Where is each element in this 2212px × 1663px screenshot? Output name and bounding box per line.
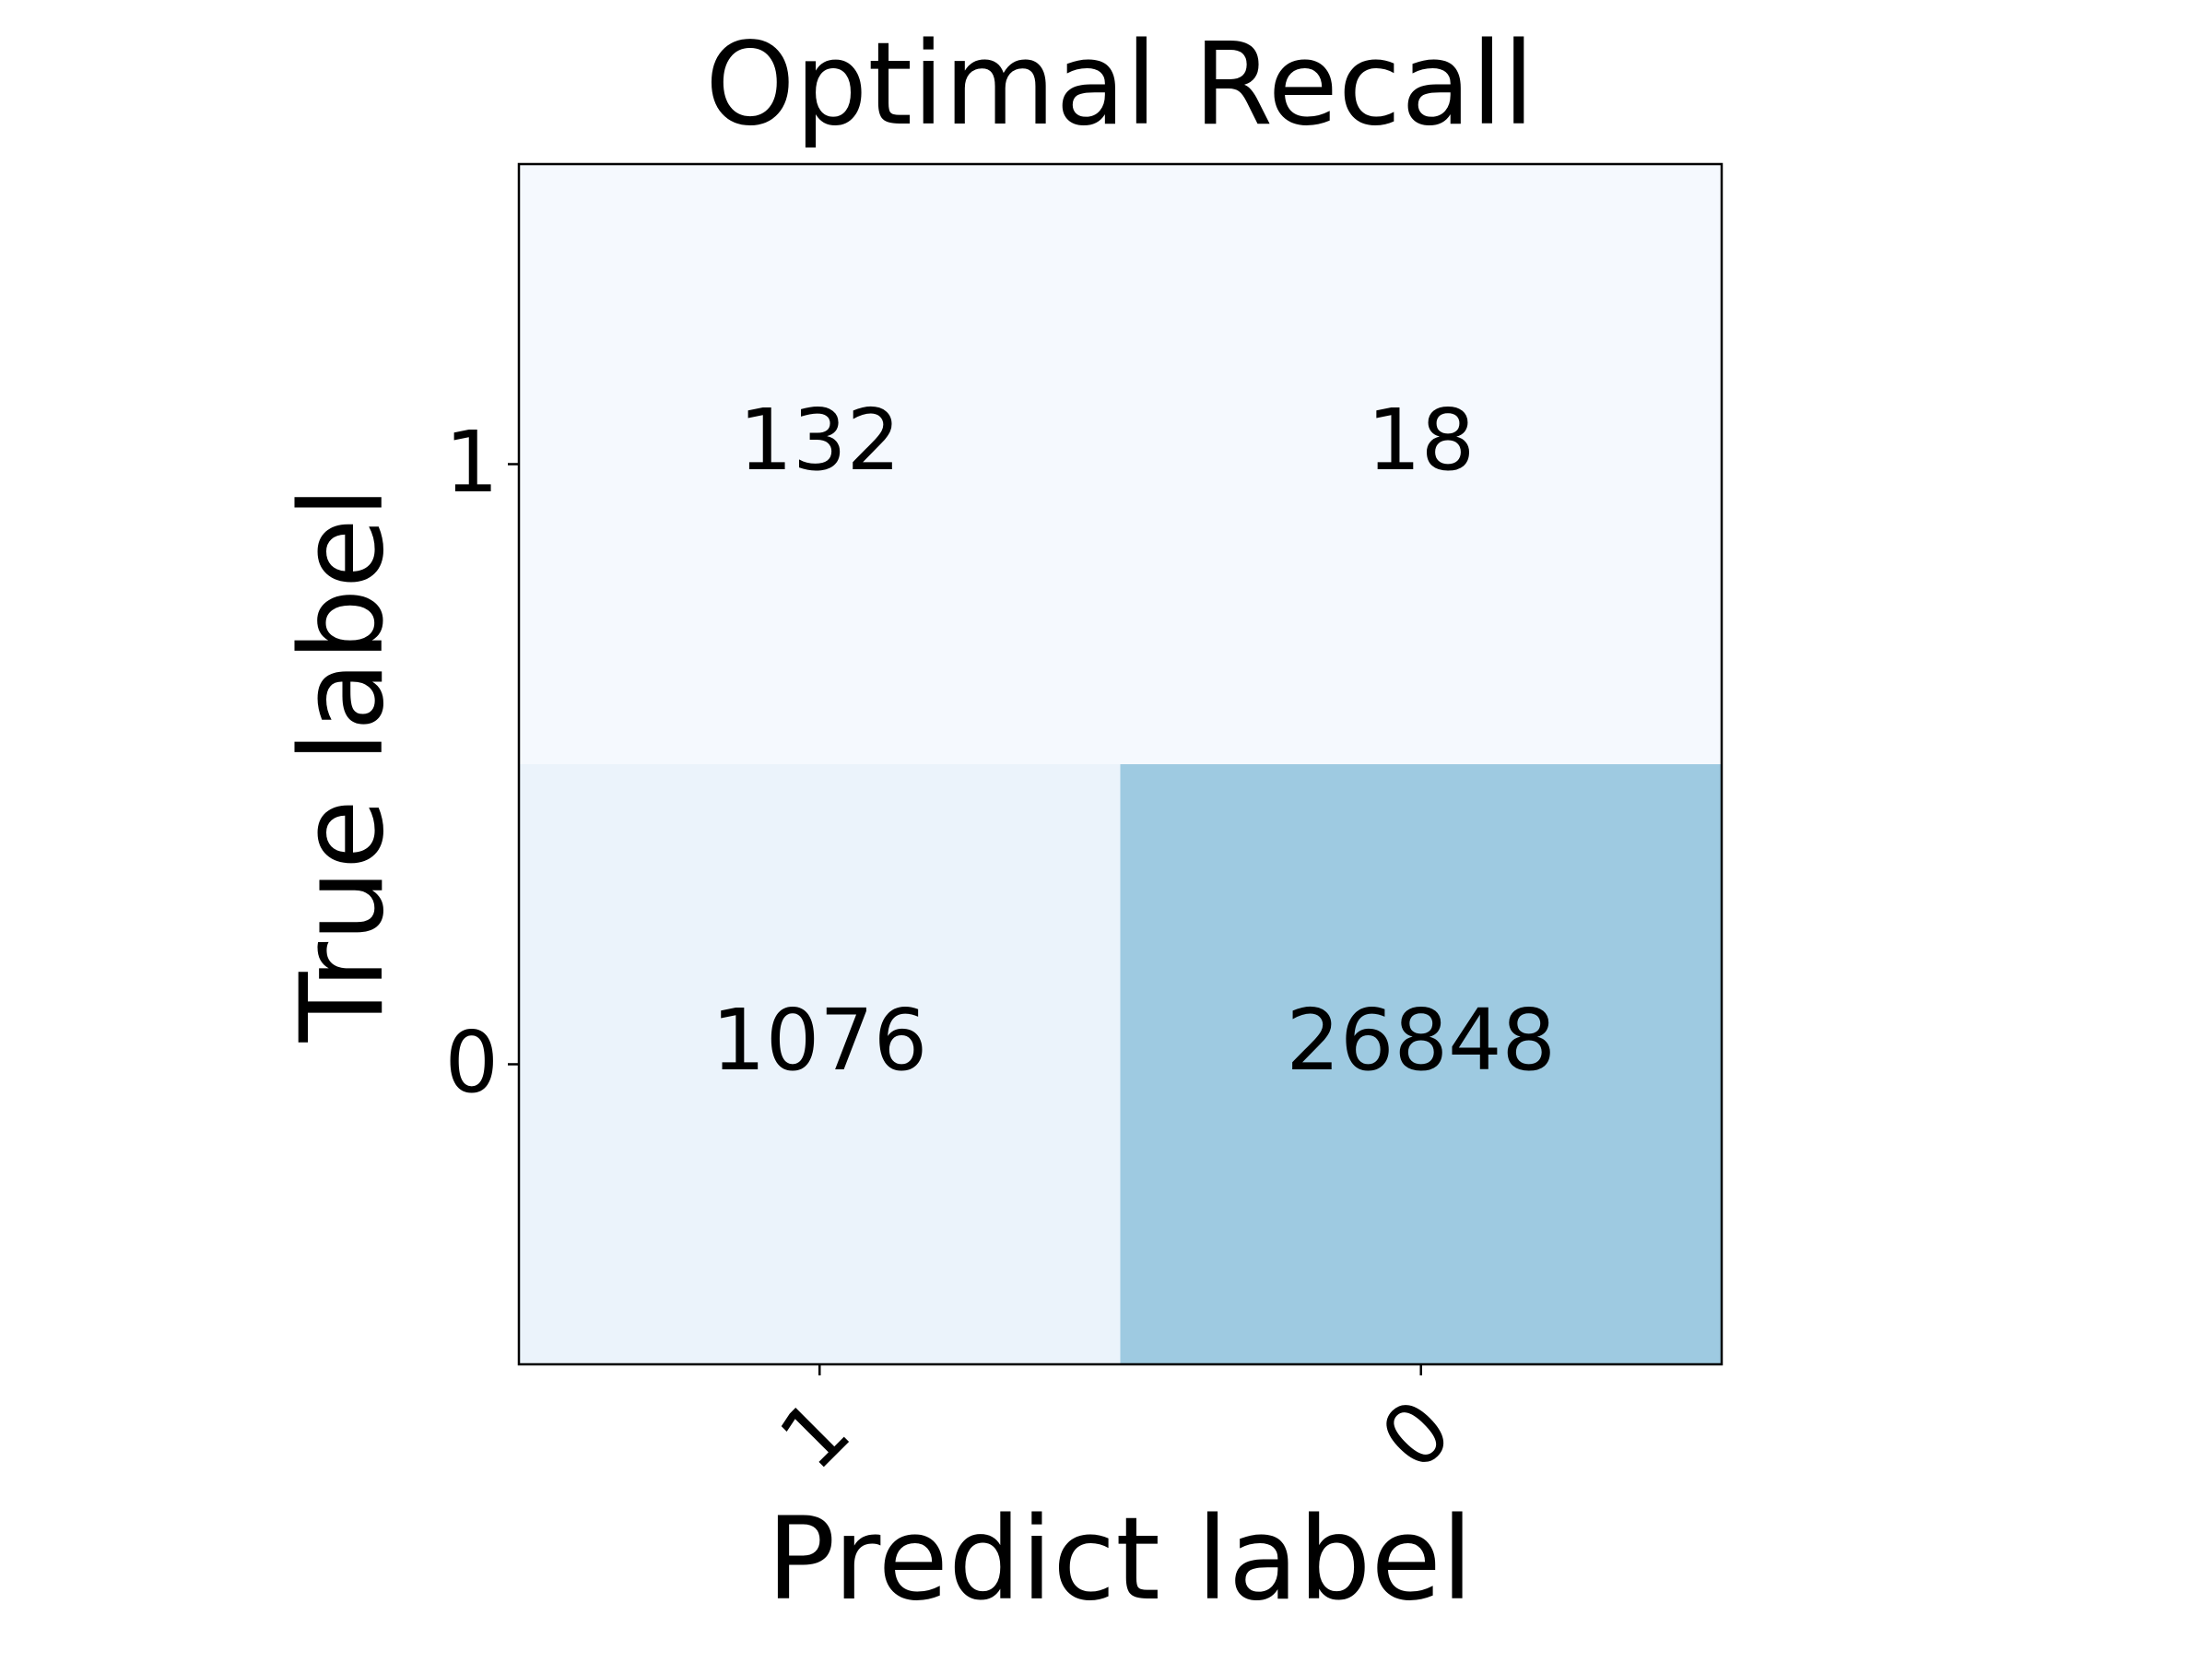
- axes-frame: [517, 162, 1724, 1366]
- chart-title: Optimal Recall: [705, 18, 1535, 151]
- y-tick-label: 0: [444, 1013, 499, 1112]
- x-axis-label: Predict label: [767, 1493, 1473, 1626]
- y-tick-label: 1: [444, 413, 499, 512]
- x-tick-label: 1: [761, 1381, 869, 1489]
- cell-value-label: 18: [1367, 391, 1475, 489]
- heatmap-cell: [519, 164, 1121, 765]
- x-tick-label: 0: [1362, 1381, 1470, 1489]
- cell-value-label: 1076: [712, 991, 927, 1090]
- heatmap-cell: [1120, 764, 1723, 1365]
- cell-value-label: 132: [738, 391, 900, 489]
- heatmap-cell: [519, 764, 1121, 1365]
- heatmap-cell: [1120, 164, 1723, 765]
- y-axis-label: True label: [276, 487, 409, 1044]
- cell-value-label: 26848: [1286, 991, 1556, 1090]
